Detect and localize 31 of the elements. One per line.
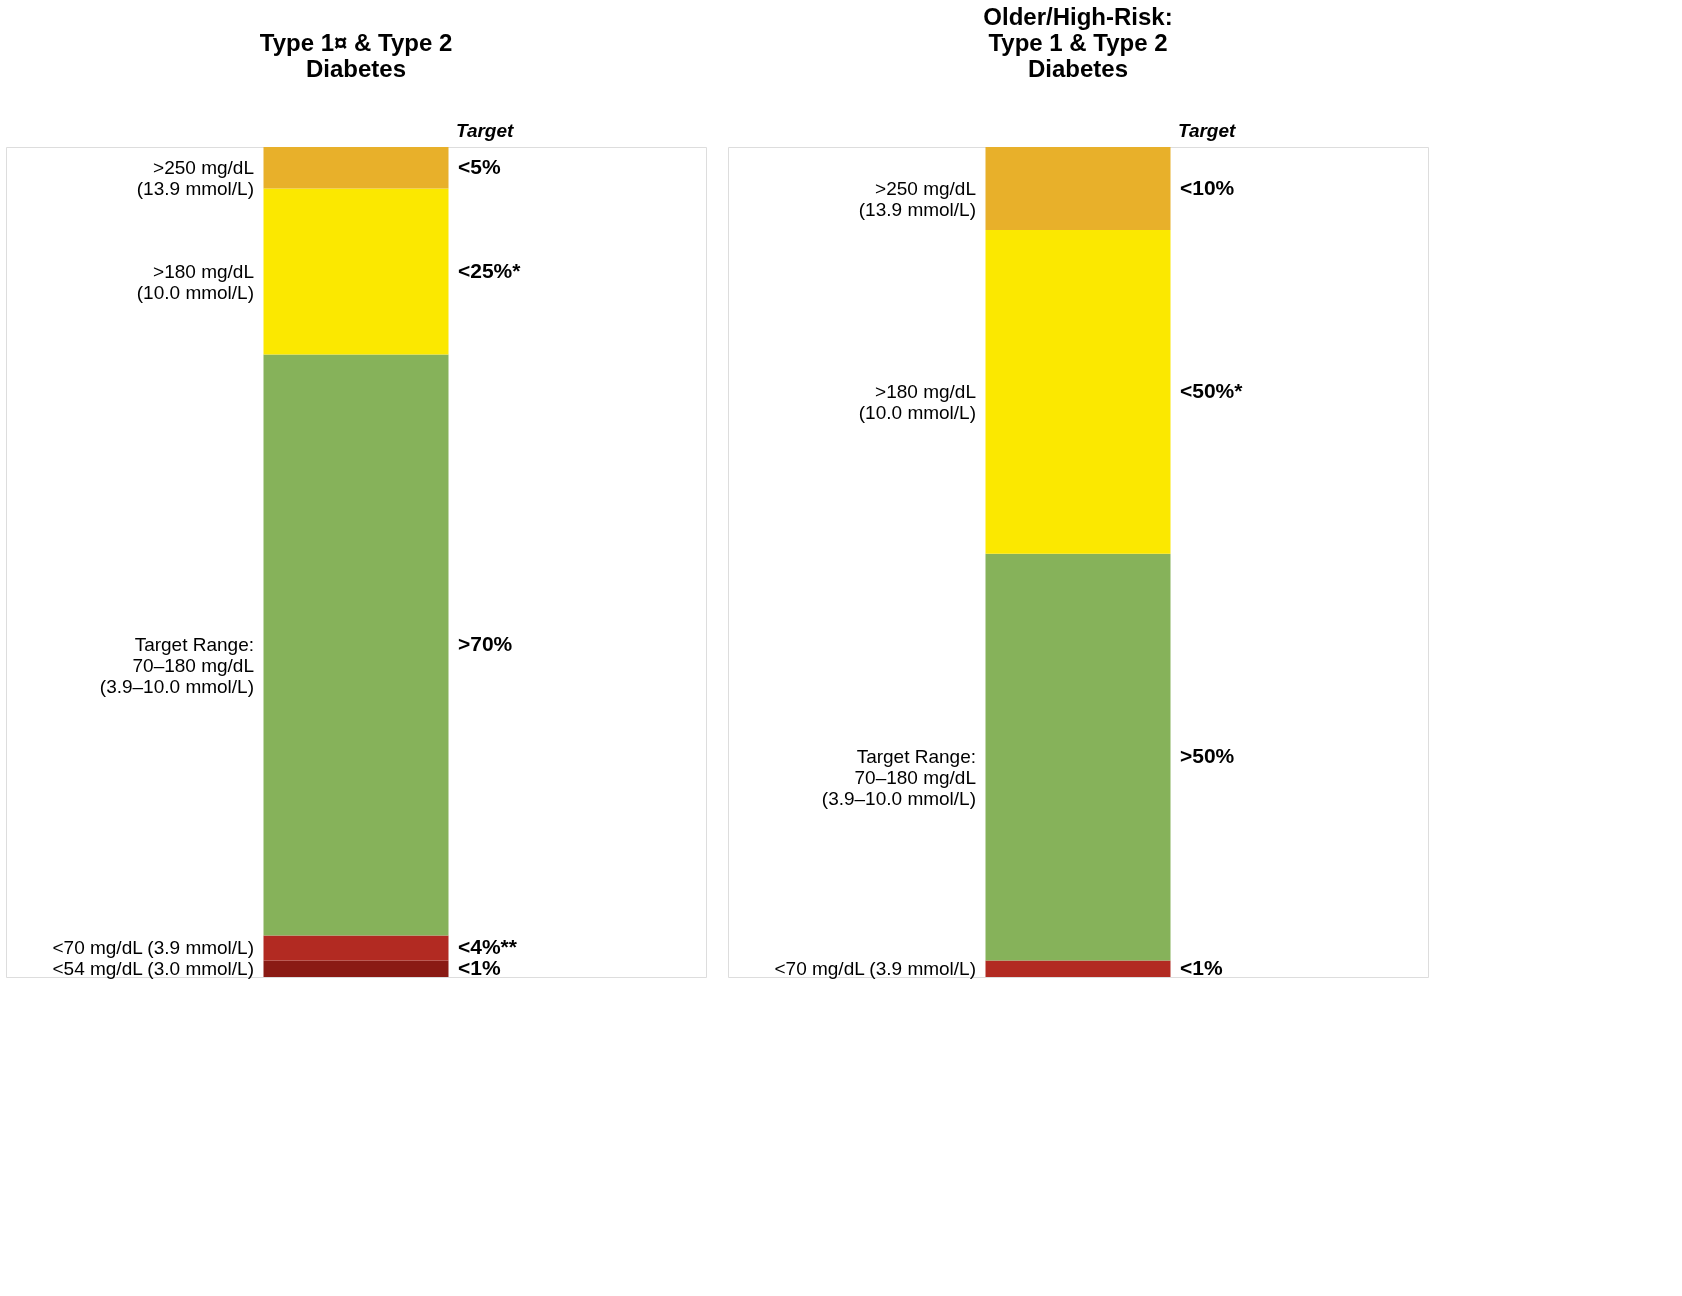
text: <5% — [458, 154, 501, 178]
bar — [263, 354, 449, 936]
bar — [985, 553, 1171, 961]
text: >50% — [1180, 744, 1235, 768]
series-label: >180 mg/dL (10.0 mmol/L) — [858, 380, 976, 423]
text: <25%* — [458, 258, 522, 282]
chart-title: Older/High-Risk: Type 1 & Type 2 Diabetes — [983, 3, 1173, 82]
bar — [985, 147, 1171, 230]
series-label: >250 mg/dL (13.9 mmol/L) — [858, 177, 976, 220]
text: Target — [456, 120, 515, 141]
bar — [985, 960, 1171, 977]
text: <1% — [1180, 955, 1223, 979]
bar — [263, 188, 449, 355]
series-label: <70 mg/dL (3.9 mmol/L) — [52, 936, 254, 958]
series-label: Target Range: 70–180 mg/dL (3.9–10.0 mmol/L) — [821, 746, 976, 810]
text: Target — [1178, 120, 1237, 141]
bar — [263, 147, 449, 189]
series-label: >250 mg/dL (13.9 mmol/L) — [136, 156, 254, 199]
text: <1% — [458, 955, 501, 979]
series-label: >180 mg/dL (10.0 mmol/L) — [136, 260, 254, 303]
series-label: <70 mg/dL (3.9 mmol/L) — [774, 957, 976, 979]
bar — [263, 935, 449, 961]
text: <10% — [1180, 175, 1235, 199]
text: <4%** — [458, 934, 518, 958]
bar — [263, 960, 449, 977]
bar — [985, 230, 1171, 554]
series-label: Target Range: 70–180 mg/dL (3.9–10.0 mmol/L) — [99, 634, 254, 697]
chart-title: Type 1¤ & Type 2 Diabetes — [259, 29, 453, 82]
text: >70% — [458, 632, 513, 655]
text: <50%* — [1180, 378, 1244, 402]
series-label: <54 mg/dL (3.0 mmol/L) — [52, 957, 254, 979]
